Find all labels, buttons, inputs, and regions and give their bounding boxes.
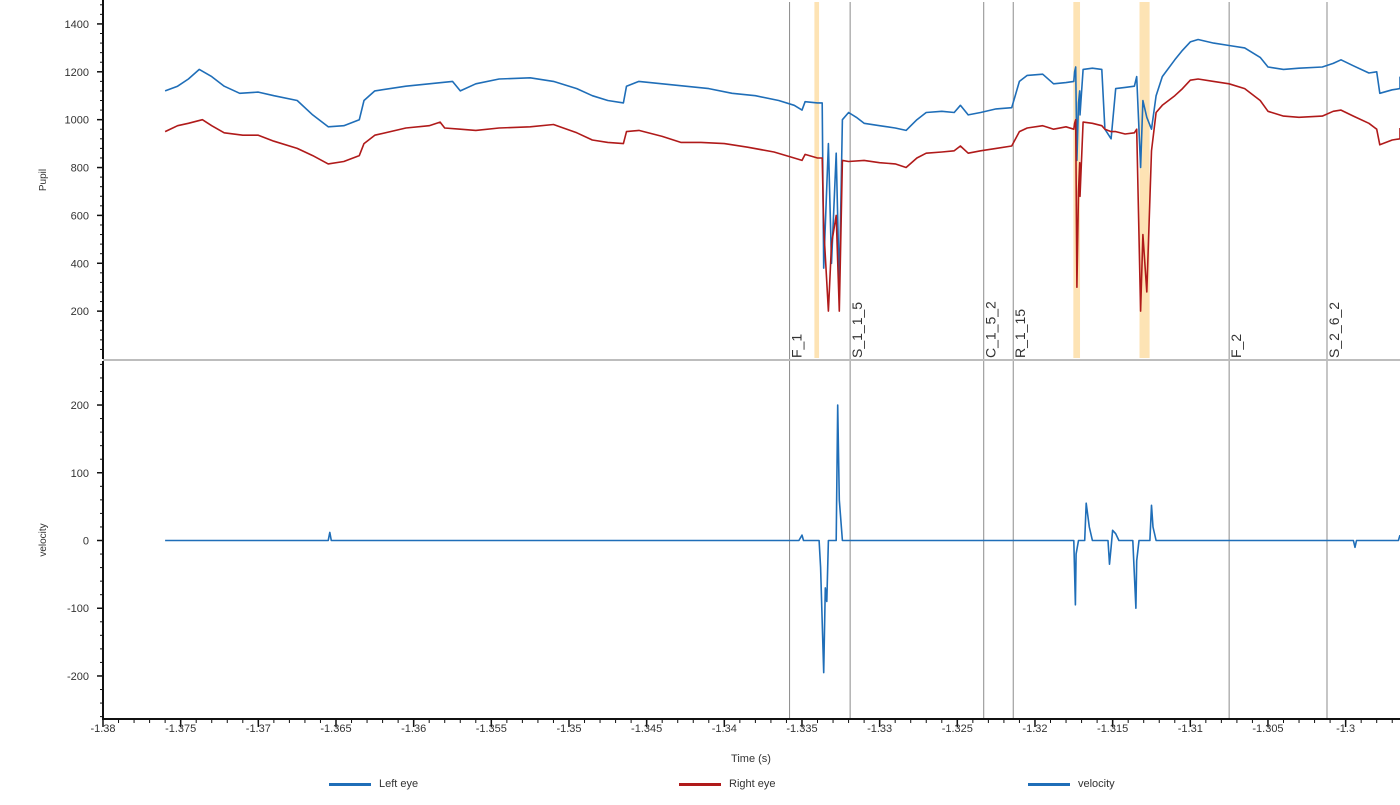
y-tick-label: 0 xyxy=(83,536,89,548)
series-line-left-eye xyxy=(164,38,1400,288)
event-marker-label-6: S_2_6_2 xyxy=(1326,302,1342,358)
legend-label-left-eye: Left eye xyxy=(379,778,419,790)
y-tick-label: 600 xyxy=(71,210,89,222)
x-axis-label: Time (s) xyxy=(731,753,771,765)
x-tick-label: -1.305 xyxy=(1252,723,1283,735)
x-tick-label: -1.315 xyxy=(1097,723,1128,735)
y-tick-label: -100 xyxy=(67,603,89,615)
event-marker-label-3: C_1_5_2 xyxy=(983,301,999,358)
legend-item-right-eye: Right eye xyxy=(679,776,775,792)
series-line-right-eye xyxy=(164,78,1400,312)
x-tick-label: -1.335 xyxy=(786,723,817,735)
x-tick-label: -1.355 xyxy=(476,723,507,735)
event-marker-label-2: S_1_1_5 xyxy=(849,302,865,358)
y-tick-label: 400 xyxy=(71,258,89,270)
x-tick-label: -1.345 xyxy=(631,723,662,735)
legend-swatch-right-eye xyxy=(679,782,721,786)
x-tick-label: -1.3 xyxy=(1336,723,1355,735)
series-line-velocity xyxy=(165,404,1400,674)
legend-swatch-velocity xyxy=(1028,782,1070,786)
legend-label-velocity: velocity xyxy=(1078,778,1115,790)
y-axis-label-pupil: Pupil xyxy=(38,169,49,191)
y-tick-label: 1400 xyxy=(65,19,89,31)
x-tick-label: -1.31 xyxy=(1178,723,1203,735)
legend-item-velocity: velocity xyxy=(1028,776,1115,792)
y-tick-label: 200 xyxy=(71,306,89,318)
x-tick-label: -1.37 xyxy=(246,723,271,735)
blink-region-1 xyxy=(814,2,820,358)
y-tick-label: -200 xyxy=(67,671,89,683)
legend-label-right-eye: Right eye xyxy=(729,778,776,790)
x-tick-label: -1.34 xyxy=(712,723,737,735)
x-tick-label: -1.36 xyxy=(401,723,426,735)
x-tick-label: -1.33 xyxy=(867,723,892,735)
y-tick-label: 800 xyxy=(71,163,89,175)
event-marker-label-1: F_1 xyxy=(789,334,805,358)
legend-swatch-left-eye xyxy=(329,782,371,786)
y-tick-label: 1000 xyxy=(65,115,89,127)
x-tick-label: -1.35 xyxy=(556,723,581,735)
x-tick-label: -1.325 xyxy=(942,723,973,735)
x-tick-label: -1.375 xyxy=(165,723,196,735)
x-tick-label: -1.365 xyxy=(320,723,351,735)
legend-item-left-eye: Left eye xyxy=(329,776,418,792)
blink-region-3 xyxy=(1139,2,1150,358)
event-marker-label-5: F_2 xyxy=(1228,334,1244,358)
event-marker-label-4: R_1_15 xyxy=(1012,309,1028,358)
x-tick-label: -1.38 xyxy=(90,723,115,735)
x-tick-label: -1.32 xyxy=(1022,723,1047,735)
y-axis-label-velocity: velocity xyxy=(38,523,49,556)
y-tick-label: 1200 xyxy=(65,67,89,79)
y-tick-label: 100 xyxy=(71,468,89,480)
y-tick-label: 200 xyxy=(71,400,89,412)
